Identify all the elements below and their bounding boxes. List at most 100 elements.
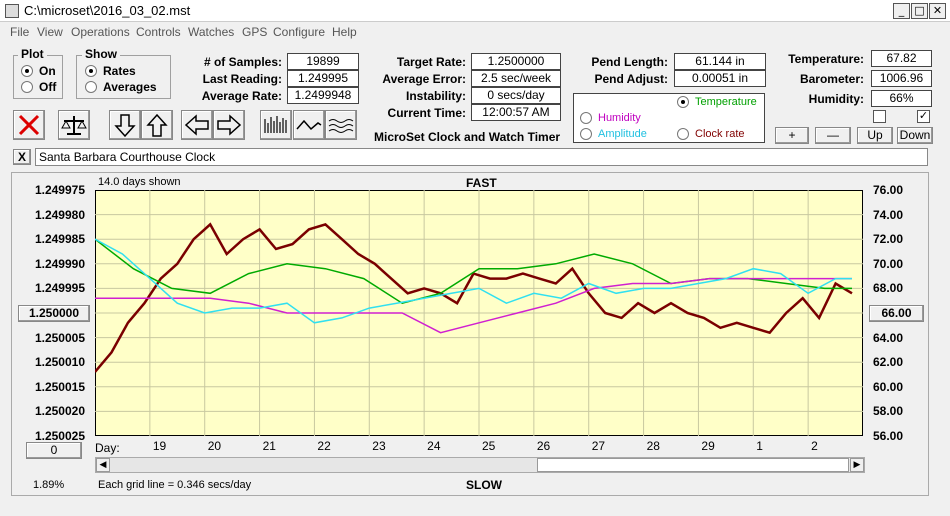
red-x-icon	[18, 114, 40, 136]
up-button[interactable]: Up	[857, 127, 893, 144]
day-label: Day:	[95, 441, 120, 455]
x-tick-label: 29	[701, 439, 715, 453]
show-averages-radio[interactable]	[85, 81, 97, 93]
show-group-title: Show	[82, 47, 120, 61]
series-line-2	[95, 277, 852, 334]
show-rates-radio[interactable]	[85, 65, 97, 77]
x-tick-label: 25	[482, 439, 496, 453]
clock-name-field[interactable]: Santa Barbara Courthouse Clock	[35, 148, 928, 166]
y-right-tick-label: 62.00	[873, 355, 904, 370]
clock-rate-option: Clock rate	[695, 128, 745, 140]
humidity-radio[interactable]	[580, 112, 592, 124]
y-right-tick-label: 74.00	[873, 207, 904, 222]
bars-icon	[264, 116, 287, 133]
scroll-right-button[interactable]: ▶	[850, 458, 864, 472]
barometer-field: 1006.96	[871, 70, 932, 87]
close-window-button[interactable]: ✕	[929, 3, 946, 19]
multi-wave-button[interactable]	[325, 110, 357, 140]
series-line-0	[95, 222, 853, 373]
target-rate-field[interactable]: 1.2500000	[471, 53, 561, 70]
current-time-field: 12:00:57 AM	[471, 104, 561, 121]
balance-scale-icon	[61, 116, 87, 135]
plus-button[interactable]: +	[775, 127, 809, 144]
series-line-3	[95, 238, 852, 324]
menu-gps[interactable]: GPS	[242, 25, 268, 39]
pend-length-label: Pend Length:	[591, 55, 668, 69]
menu-watches[interactable]: Watches	[188, 25, 235, 39]
current-time-label: Current Time:	[387, 106, 466, 120]
y-right-tick-label: 58.00	[873, 404, 904, 419]
sensor-select-box	[573, 93, 765, 143]
smooth-button[interactable]	[293, 110, 325, 140]
title-bar: C:\microset\2016_03_02.mst _ □ ✕	[0, 0, 950, 22]
y-left-tick-label: 1.249980	[34, 207, 85, 222]
arrow-down-icon	[114, 114, 136, 138]
y-right-tick-label: 56.00	[873, 429, 904, 443]
y-left-tick-label: 1.249985	[34, 232, 85, 247]
wave-icon	[296, 119, 322, 131]
instability-label: Instability:	[405, 89, 466, 103]
y-left-tick-label: 1.250025	[34, 429, 85, 443]
left-arrow-button[interactable]	[181, 110, 213, 140]
stop-button[interactable]	[13, 110, 45, 140]
y-right-tick-label: 60.00	[873, 379, 904, 394]
raw-data-button[interactable]	[260, 110, 292, 140]
clock-rate-radio[interactable]	[677, 128, 689, 140]
percent-label: 1.89%	[33, 479, 65, 491]
amplitude-radio[interactable]	[580, 128, 592, 140]
env-checkbox-2[interactable]: ✓	[917, 110, 930, 123]
show-group	[76, 55, 171, 99]
scroll-thumb[interactable]	[537, 458, 849, 472]
app-icon	[5, 4, 19, 18]
day-offset-button[interactable]: 0	[26, 442, 82, 459]
menu-file[interactable]: File	[10, 25, 30, 39]
humidity-option: Humidity	[598, 112, 641, 124]
menu-view[interactable]: View	[37, 25, 63, 39]
center-temp-button[interactable]: 66.00	[869, 305, 924, 322]
minus-button[interactable]: —	[815, 127, 851, 144]
x-tick-label: 21	[262, 439, 276, 453]
menu-configure[interactable]: Configure	[273, 25, 326, 39]
barometer-label: Barometer:	[799, 72, 864, 86]
up-arrow-button[interactable]	[141, 110, 173, 140]
menu-help[interactable]: Help	[332, 25, 357, 39]
y-left-tick-label: 1.249990	[34, 256, 85, 271]
temperature-radio[interactable]	[677, 96, 689, 108]
center-rate-button[interactable]: 1.250000	[18, 305, 90, 322]
show-averages-label: Averages	[103, 80, 157, 94]
average-error-label: Average Error:	[382, 72, 466, 86]
rate-plot	[95, 190, 863, 436]
plot-group-title: Plot	[18, 47, 47, 61]
close-clock-button[interactable]: X	[13, 149, 31, 165]
plot-on-radio[interactable]	[21, 65, 33, 77]
y-right-tick-label: 76.00	[873, 183, 904, 197]
y-right-tick-label: 68.00	[873, 281, 904, 296]
y-left-tick-label: 1.249975	[34, 183, 85, 197]
x-tick-label: 28	[646, 439, 660, 453]
x-tick-label: 24	[427, 439, 441, 453]
temperature-field: 67.82	[871, 50, 932, 67]
menu-operations[interactable]: Operations	[71, 25, 130, 39]
plot-off-label: Off	[39, 80, 57, 94]
pend-length-field[interactable]: 61.144 in	[674, 53, 766, 70]
y-left-tick-label: 1.250005	[34, 330, 85, 345]
plot-panel	[11, 172, 929, 496]
balance-button[interactable]	[58, 110, 90, 140]
right-arrow-button[interactable]	[213, 110, 245, 140]
slow-label: SLOW	[466, 478, 502, 492]
x-tick-label: 23	[372, 439, 386, 453]
minimize-button[interactable]: _	[893, 3, 910, 19]
down-button[interactable]: Down	[897, 127, 933, 144]
down-arrow-button[interactable]	[109, 110, 141, 140]
plot-off-radio[interactable]	[21, 81, 33, 93]
scroll-left-button[interactable]: ◀	[96, 458, 110, 472]
y-right-tick-label: 70.00	[873, 256, 904, 271]
instability-field: 0 secs/day	[471, 87, 561, 104]
menu-controls[interactable]: Controls	[136, 25, 181, 39]
last-reading-field: 1.249995	[287, 70, 359, 87]
target-rate-label: Target Rate:	[396, 55, 466, 69]
maximize-button[interactable]: □	[911, 3, 928, 19]
window-title: C:\microset\2016_03_02.mst	[24, 3, 191, 18]
env-checkbox-1[interactable]	[873, 110, 886, 123]
x-tick-label: 19	[152, 439, 167, 453]
